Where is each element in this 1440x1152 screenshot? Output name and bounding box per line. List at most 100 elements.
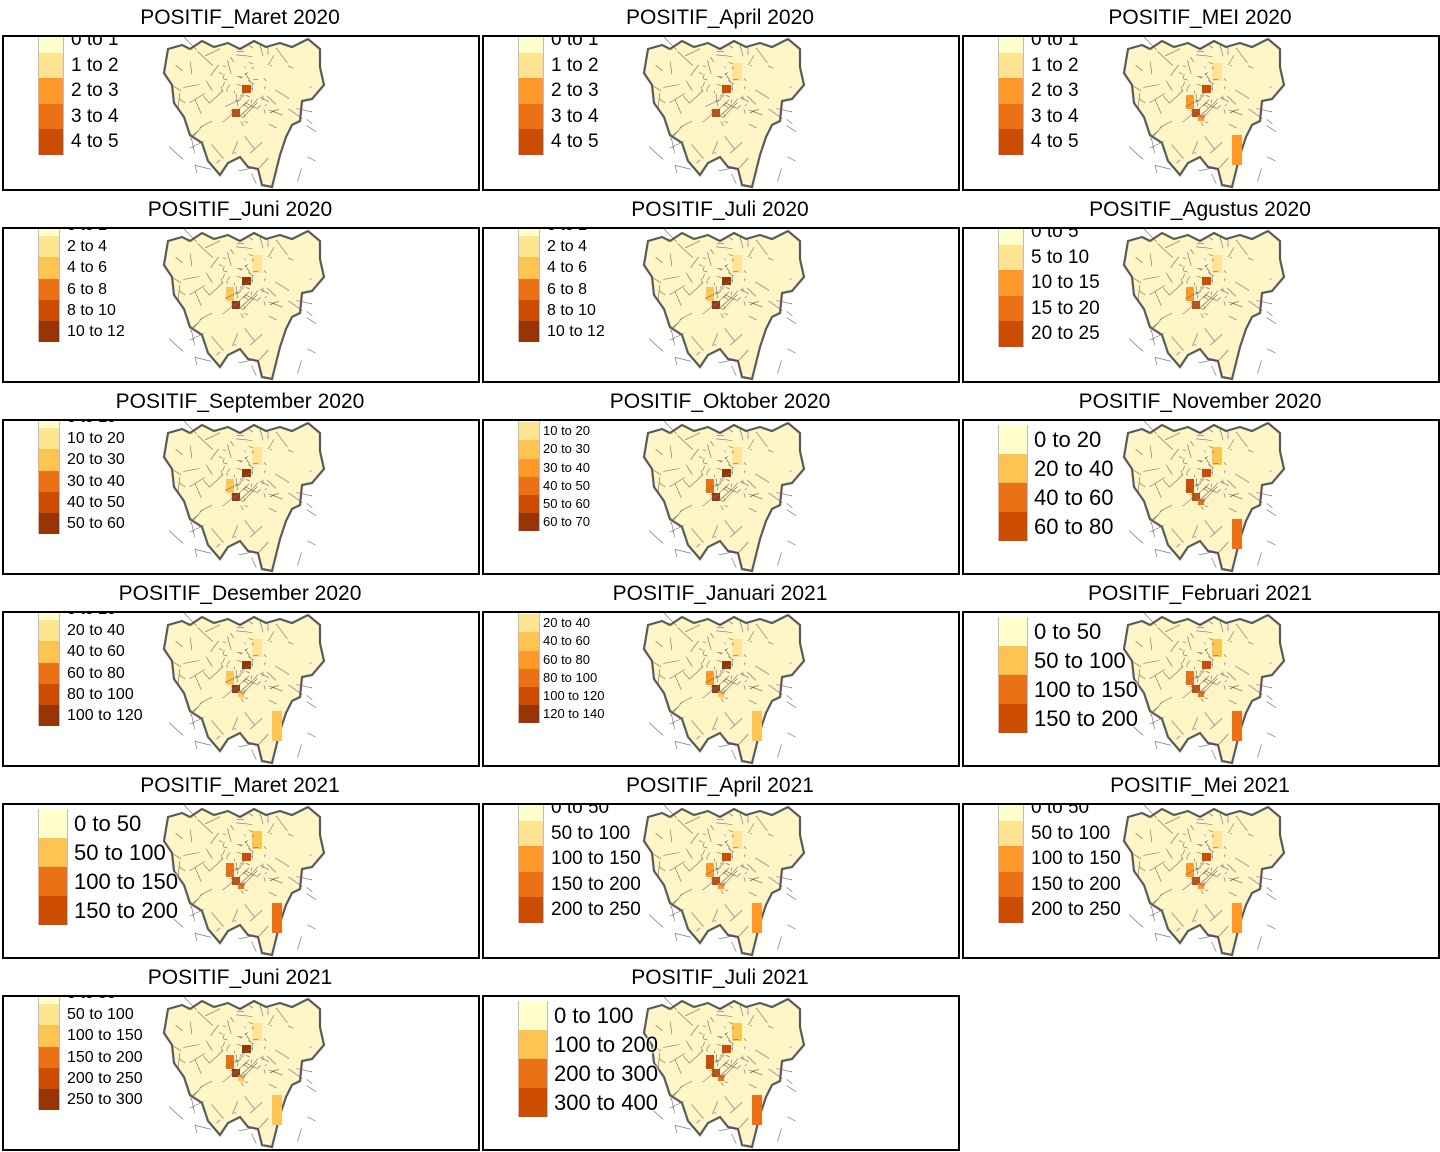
province-shape	[162, 805, 326, 957]
district-highlight	[1198, 883, 1204, 889]
district-highlight	[752, 903, 762, 933]
legend-swatch	[998, 295, 1024, 321]
jakarta-district-map	[162, 997, 326, 1149]
legend-swatch	[998, 617, 1028, 646]
legend-swatch	[518, 668, 540, 687]
district-highlight	[732, 639, 742, 657]
district-highlight	[1202, 469, 1211, 477]
province-shape	[1122, 37, 1286, 189]
legend-label: 200 to 250	[67, 1069, 143, 1087]
district-highlight	[706, 479, 714, 493]
district-highlight	[1232, 711, 1242, 741]
legend-label: 10 to 12	[547, 322, 605, 340]
district-highlight	[238, 883, 244, 889]
legend-label: 50 to 60	[543, 495, 590, 511]
legend-swatch	[518, 320, 540, 343]
map-panel: POSITIF_Juni 2021 0 to 50 50 to 100 100 to …	[0, 960, 480, 1152]
legend-swatch	[518, 422, 540, 441]
legend-swatch	[518, 476, 540, 495]
jakarta-district-map	[162, 613, 326, 765]
district-highlight	[252, 831, 262, 849]
legend-label: 100 to 150	[551, 848, 641, 869]
legend-swatch	[38, 229, 60, 237]
legend-swatch	[38, 78, 64, 104]
district-highlight	[732, 63, 742, 81]
map-frame: 0 to 1 1 to 2 2 to 3 3 to 4 4 to 5	[482, 35, 960, 191]
legend-label: 0 to 20	[1034, 427, 1102, 452]
legend-swatch	[998, 103, 1024, 129]
legend-label: 0 to 50	[1034, 619, 1102, 644]
legend-swatch	[998, 78, 1024, 104]
legend-swatch	[38, 1004, 60, 1026]
district-highlight	[1212, 255, 1222, 273]
legend-swatch	[998, 52, 1024, 78]
legend-swatch	[998, 675, 1028, 704]
jakarta-district-map	[642, 229, 806, 381]
map-title: POSITIF_Juni 2021	[147, 966, 333, 989]
map-title: POSITIF_Maret 2020	[140, 6, 340, 29]
district-highlight	[1202, 277, 1211, 285]
legend-label: 0 to 1	[1031, 35, 1079, 50]
district-boundaries	[1128, 37, 1277, 184]
district-highlight	[1186, 287, 1194, 301]
legend-label: 0 to 2	[67, 229, 107, 236]
legend-label: 2 to 3	[551, 80, 599, 101]
map-title: POSITIF_April 2020	[626, 6, 814, 29]
jakarta-district-map	[1122, 613, 1286, 765]
province-shape	[642, 805, 806, 957]
jakarta-district-map	[642, 613, 806, 765]
legend-swatch	[38, 491, 60, 513]
legend-label: 0 to 50	[1031, 803, 1090, 818]
legend-swatch	[38, 449, 60, 471]
legend-swatch	[518, 820, 544, 846]
map-panel: POSITIF_MEI 2020 0 to 1 1 to 2 2 to 3 3 to 4…	[960, 0, 1440, 192]
legend-label: 6 to 8	[547, 280, 588, 298]
district-highlight	[1232, 519, 1242, 549]
district-boundaries	[168, 37, 317, 184]
province-shape	[162, 229, 326, 381]
jakarta-district-map	[162, 805, 326, 957]
district-highlight	[706, 287, 714, 301]
map-panel: POSITIF_Februari 2021 0 to 50 50 to 100 100…	[960, 576, 1440, 768]
legend-label: 50 to 100	[1034, 648, 1126, 673]
map-title: POSITIF_April 2021	[626, 774, 814, 797]
district-highlight	[226, 1055, 234, 1069]
legend-swatch	[998, 321, 1024, 347]
district-highlight	[1186, 479, 1194, 493]
legend-swatch	[518, 513, 540, 532]
district-highlight	[226, 479, 234, 493]
map-frame: 0 to 50 50 to 100 100 to 150 150 to 200 200 …	[962, 803, 1440, 959]
legend-swatch	[518, 78, 544, 104]
legend-label: 150 to 200	[1034, 706, 1138, 731]
legend-label: 40 to 60	[67, 643, 125, 661]
legend-label: 100 to 150	[74, 869, 178, 894]
legend-swatch	[518, 705, 540, 724]
legend-swatch	[518, 805, 544, 821]
map-panel: POSITIF_Maret 2020 0 to 1 1 to 2 2 to 3 3 to…	[0, 0, 480, 192]
map-frame: 0 to 5 5 to 10 10 to 15 15 to 20 20 to 25	[962, 227, 1440, 383]
legend-label: 100 to 120	[67, 706, 143, 724]
legend-label: 2 to 4	[547, 238, 588, 256]
legend-swatch	[518, 686, 540, 706]
legend-swatch	[38, 641, 60, 663]
jakarta-district-map	[642, 805, 806, 957]
legend-label: 60 to 80	[67, 664, 125, 682]
legend-label: 4 to 5	[551, 131, 599, 152]
legend-swatch	[518, 846, 544, 872]
legend-swatch	[38, 867, 68, 896]
map-panel: POSITIF_Maret 2021 0 to 50 50 to 100 100 to…	[0, 768, 480, 960]
legend-swatch	[38, 704, 60, 727]
legend-label: 20 to 40	[67, 622, 125, 640]
district-boundaries	[648, 421, 797, 568]
legend-label: 200 to 250	[551, 899, 641, 920]
legend-label: 0 to 5	[1031, 227, 1079, 242]
legend-swatch	[518, 1059, 548, 1088]
province-shape	[162, 37, 326, 189]
district-highlight	[752, 711, 762, 741]
legend-label: 10 to 12	[67, 322, 125, 340]
district-highlight	[722, 85, 731, 93]
province-shape	[642, 37, 806, 189]
district-highlight	[1186, 95, 1194, 109]
legend-label: 2 to 4	[67, 238, 108, 256]
